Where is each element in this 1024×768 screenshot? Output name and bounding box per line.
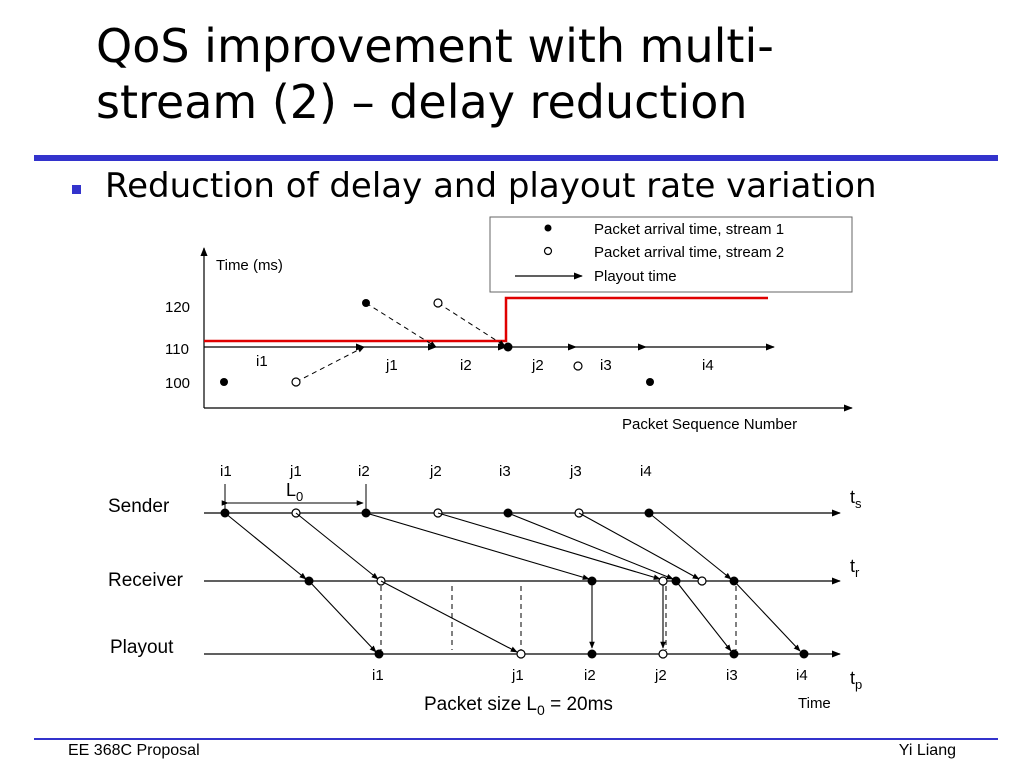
receiver-point-j2 [658,576,668,586]
legend-playout-label: Playout time [594,268,677,285]
legend-stream2-label: Packet arrival time, stream 2 [594,244,784,261]
footer-author: Yi Liang [898,742,956,759]
receiver-point-i2 [587,576,597,586]
packet-size-caption: Packet size L0 = 20ms [424,694,613,718]
title-line-1: QoS improvement with multi- [96,19,774,73]
dashed-arrow-i2 [365,302,437,348]
playout-point-i2 [587,649,597,659]
segment-label-i1: i1 [256,353,268,370]
title-line-2: stream (2) – delay reduction [96,75,748,129]
sender-label-i2: i2 [358,463,370,480]
playout-point-i4 [799,649,809,659]
playout-point-j1 [516,649,526,659]
y-tick-100: 100 [165,375,190,392]
playout-label-i4: i4 [796,667,808,684]
row-label-receiver: Receiver [108,570,184,591]
legend-stream1-label: Packet arrival time, stream 1 [594,221,784,238]
y-axis-label: Time (ms) [216,257,283,274]
arrival-point-i1 [220,378,228,386]
playout-point-i1 [374,649,384,659]
sender-label-j2: j2 [429,463,442,480]
dashed-arrow-j2 [437,302,506,347]
tx-arrow-i2 [365,512,590,580]
tp-label: tp [850,668,862,692]
row-label-playout: Playout [110,637,174,658]
playout-label-i2: i2 [584,667,596,684]
footer-course: EE 368C Proposal [68,742,200,759]
dashed-arrow-j1 [295,346,365,383]
sender-label-j3: j3 [569,463,582,480]
playout-point-i3 [729,649,739,659]
arrival-point-i2 [362,299,370,307]
arrival-point-j2 [433,298,443,308]
time-label: Time [798,695,831,712]
legend: Packet arrival time, stream 1 Packet arr… [489,216,853,293]
square-bullet-icon [72,184,81,194]
sender-label-j1: j1 [289,463,302,480]
tx-arrow-i1 [224,512,307,580]
tx-arrow-j2 [437,512,661,580]
sender-label-i3: i3 [499,463,511,480]
playout-label-i1: i1 [372,667,384,684]
arrival-point-j3 [573,361,583,371]
segment-label-j1: j1 [385,357,398,374]
title-divider [34,155,998,161]
row-label-sender: Sender [108,496,170,517]
y-tick-110: 110 [165,341,189,358]
play-arrow-i1 [308,580,377,653]
slide-title: QoS improvement with multi- stream (2) –… [96,18,996,130]
ts-label: ts [850,487,862,511]
receiver-point-j3 [697,576,707,586]
segment-label-i4: i4 [702,357,714,374]
x-axis-label: Packet Sequence Number [622,416,797,433]
segment-label-j2: j2 [531,357,544,374]
arrival-point-j1 [291,377,301,387]
playout-time-line [204,296,768,343]
arrival-point-i4 [646,378,654,386]
y-tick-120: 120 [165,299,190,316]
top-diagram: Packet arrival time, stream 1 Packet arr… [165,216,853,433]
sender-label-i4: i4 [640,463,652,480]
bullet-item: Reduction of delay and playout rate vari… [72,164,877,208]
tr-label: tr [850,556,860,580]
arrival-point-i3 [503,342,513,352]
footer-divider [34,738,998,740]
playout-label-j1: j1 [511,667,524,684]
tx-arrow-j3 [578,512,700,580]
legend-stream1-marker [544,224,552,232]
sender-label-i1: i1 [220,463,232,480]
play-arrow-j1 [380,580,518,653]
spacing-label: L0 [286,480,303,504]
segment-label-i2: i2 [460,357,472,374]
playout-point-j2 [658,649,668,659]
bullet-text: Reduction of delay and playout rate vari… [105,166,877,206]
play-arrow-i4 [733,580,801,652]
bottom-diagram: Sender Receiver Playout ts tr tp i1 j1 i… [108,463,862,718]
segment-label-i3: i3 [600,357,612,374]
playout-label-i3: i3 [726,667,738,684]
play-arrow-i3 [675,580,732,652]
tx-arrow-i3 [507,512,674,580]
legend-stream2-marker [543,246,553,256]
playout-label-j2: j2 [654,667,667,684]
tx-arrow-j1 [295,512,379,580]
tx-arrow-i4 [648,512,732,580]
